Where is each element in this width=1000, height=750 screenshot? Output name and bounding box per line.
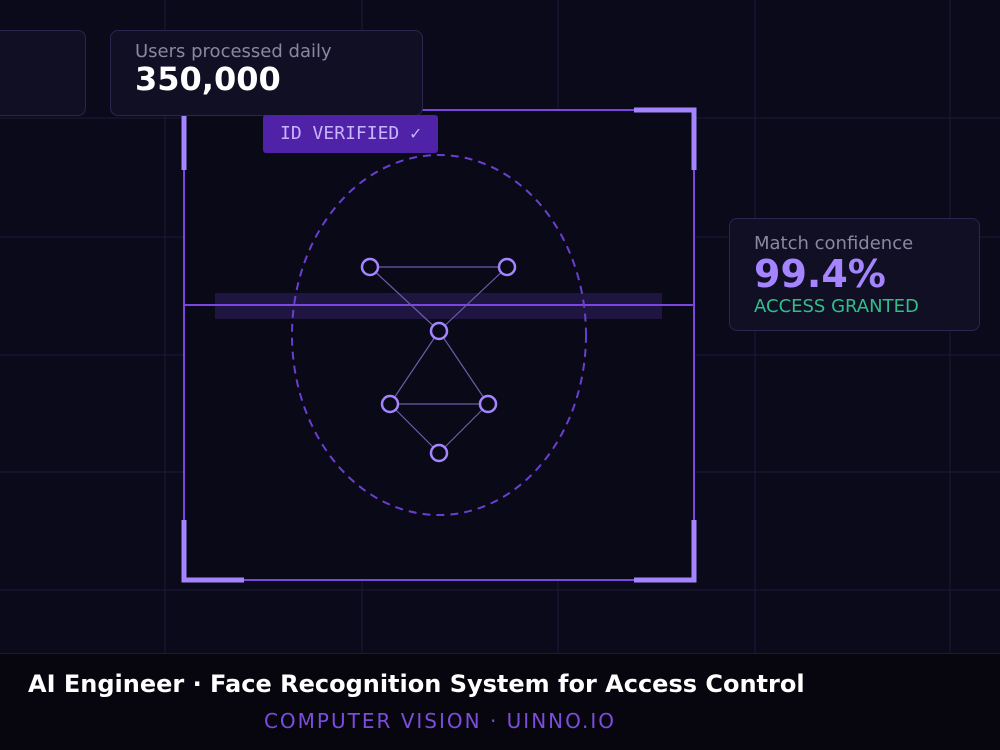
footer: AI Engineer · Face Recognition System fo… <box>0 653 1000 750</box>
confidence-card: Match confidence 99.4% ACCESS GRANTED <box>729 218 980 331</box>
landmarks <box>360 257 517 463</box>
stat-value: 350,000 <box>135 60 281 98</box>
status: ACCESS GRANTED <box>754 295 919 317</box>
stat-card: Users processed daily 350,000 <box>110 30 423 116</box>
scene <box>0 0 1000 653</box>
caption-subtitle: COMPUTER VISION · UINNO.IO <box>263 709 617 733</box>
stat-value: 99.4% <box>754 252 886 296</box>
verified-badge: ID VERIFIED ✓ <box>263 115 438 153</box>
card-partial <box>0 30 86 116</box>
caption-title: AI Engineer · Face Recognition System fo… <box>28 670 805 698</box>
stat-label: Users processed daily <box>135 41 332 62</box>
face-frame <box>183 109 695 581</box>
stat-label: Match confidence <box>754 233 914 254</box>
face-outline <box>291 154 587 516</box>
landmark-edges <box>369 266 508 454</box>
